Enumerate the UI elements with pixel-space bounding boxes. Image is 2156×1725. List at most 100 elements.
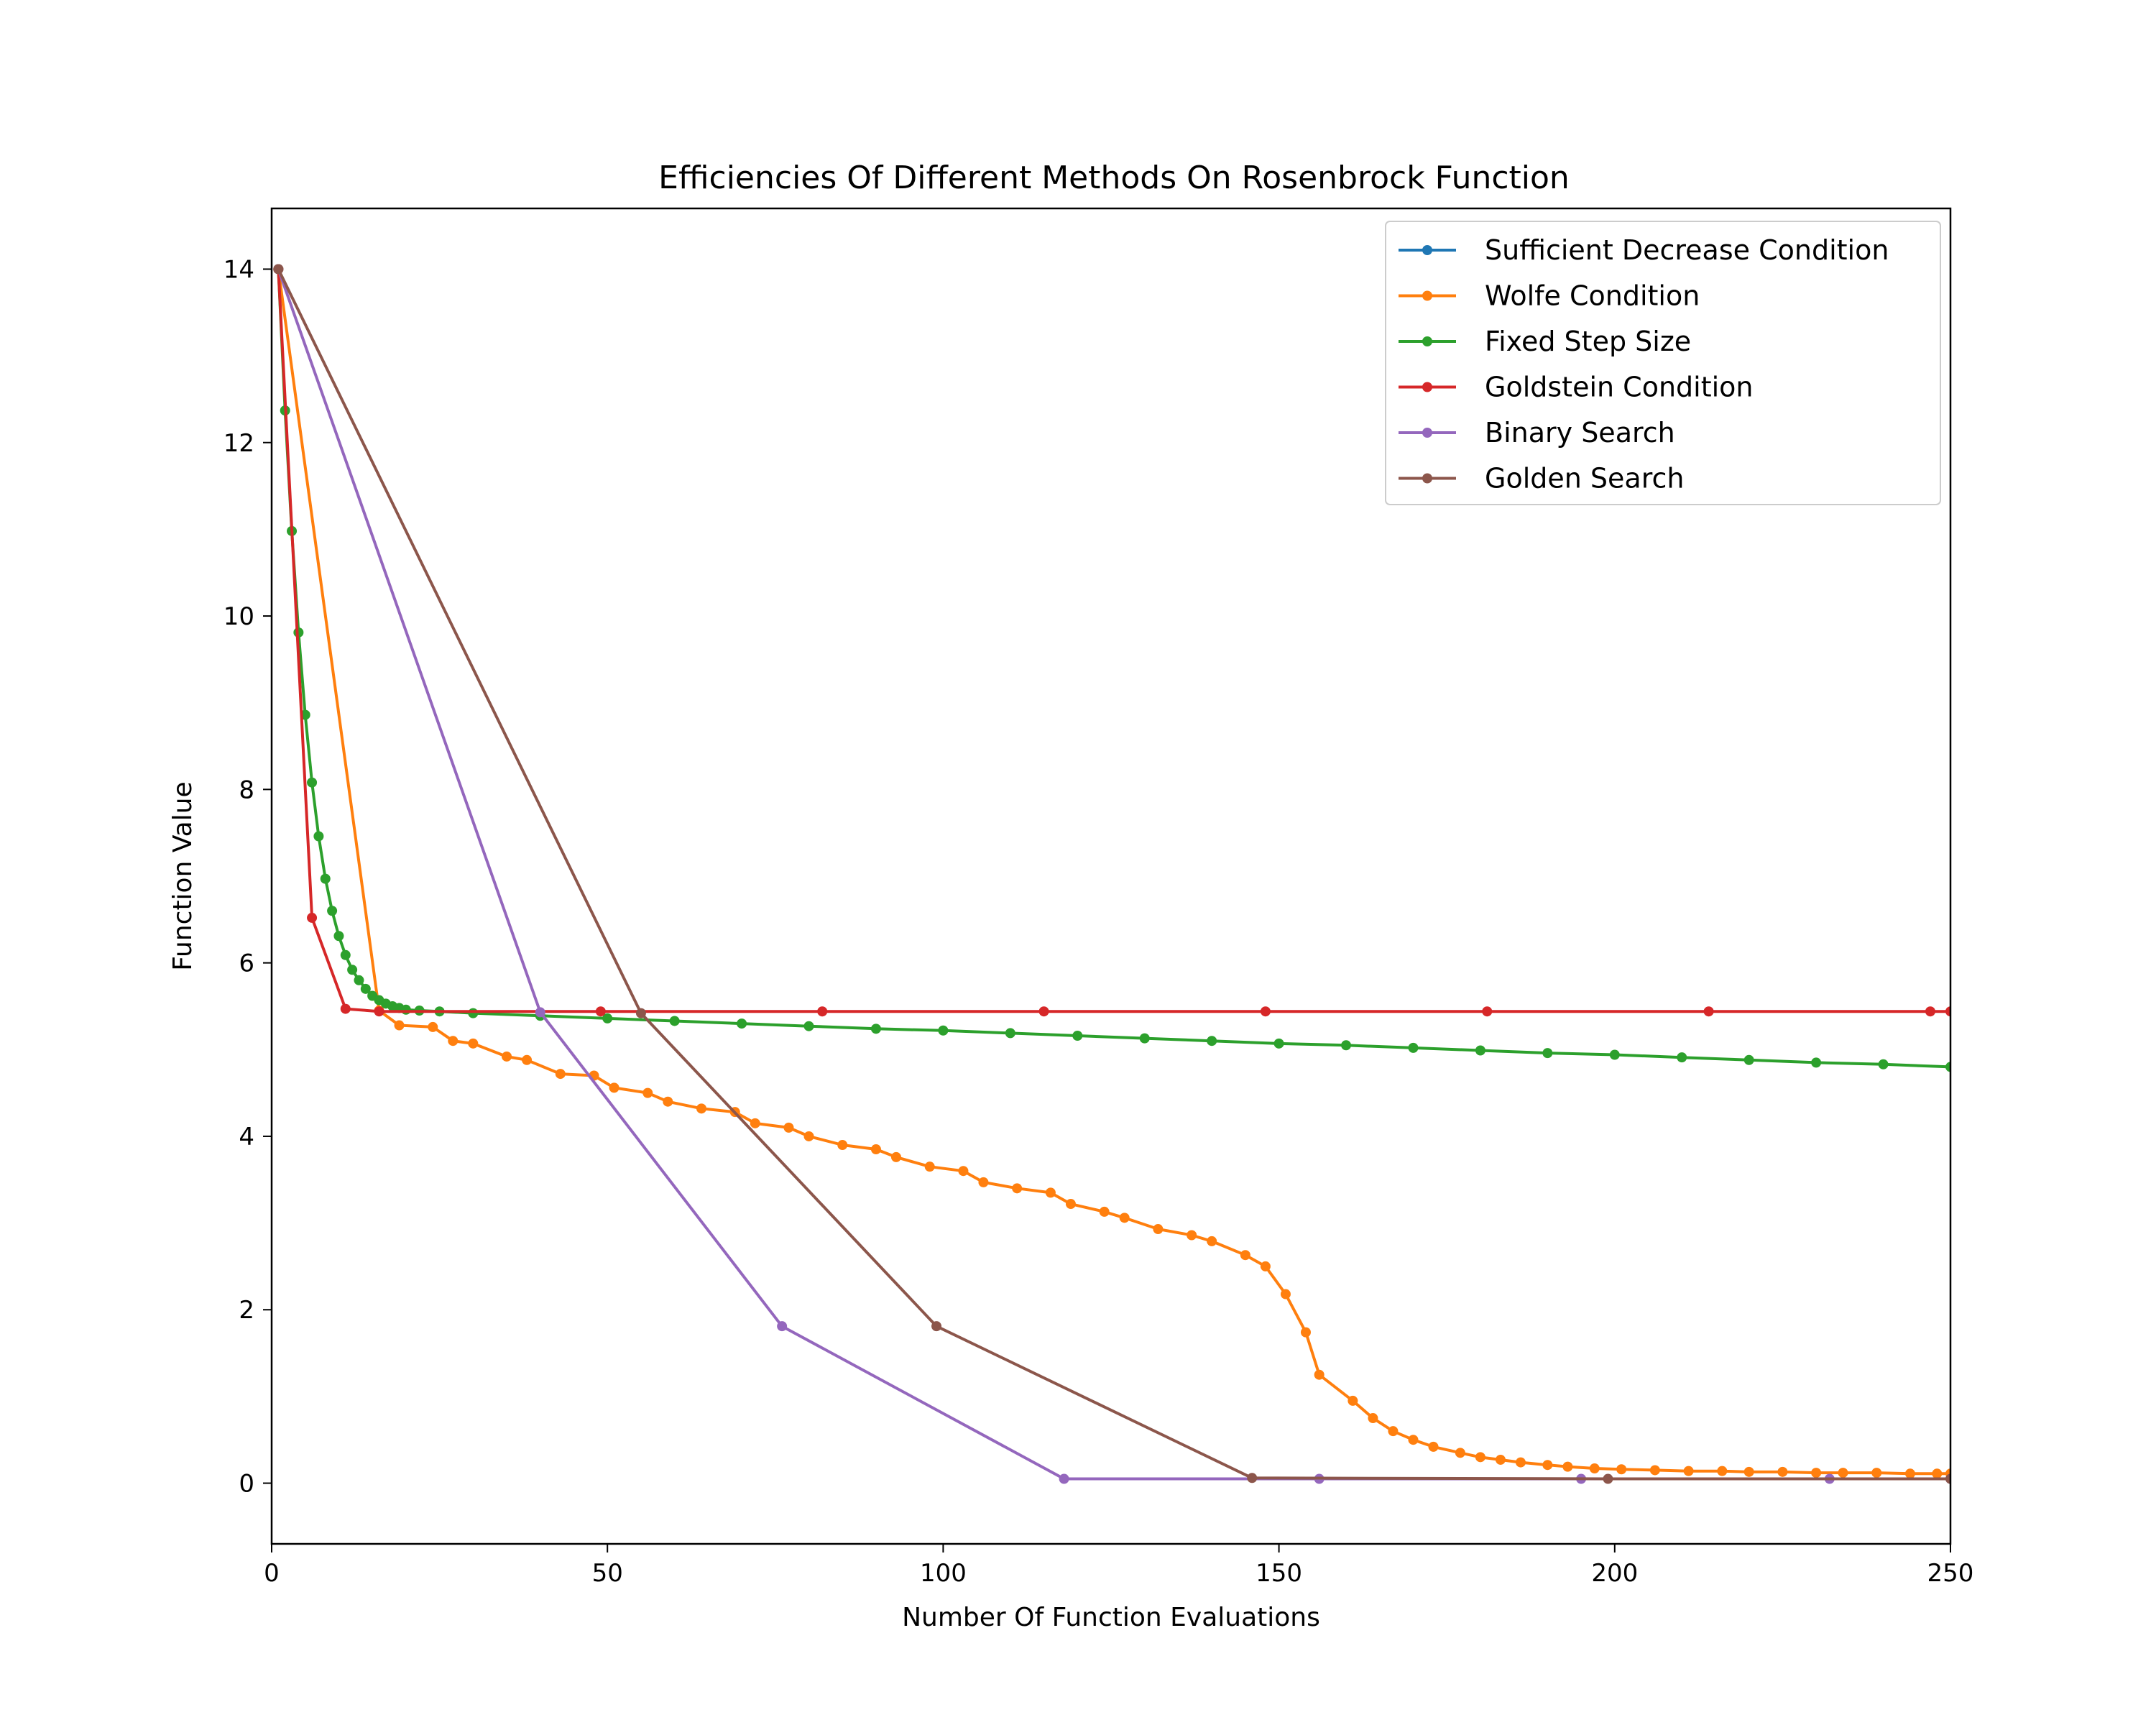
data-point [938, 1025, 949, 1036]
data-point [327, 906, 338, 916]
x-tick-label: 50 [592, 1559, 623, 1588]
data-point [669, 1016, 680, 1026]
legend-marker [1422, 473, 1432, 484]
data-point [1280, 1289, 1291, 1300]
legend-marker [1422, 290, 1432, 301]
data-point [1119, 1213, 1130, 1223]
data-point [1368, 1413, 1378, 1424]
x-tick-label: 200 [1591, 1559, 1638, 1588]
data-point [313, 831, 324, 842]
data-point [837, 1140, 848, 1151]
y-tick-label: 0 [239, 1470, 254, 1499]
data-point [1038, 1006, 1049, 1017]
data-point [924, 1162, 935, 1172]
data-point [1348, 1395, 1358, 1406]
series-group [273, 264, 1950, 1017]
data-point [394, 1020, 405, 1031]
legend-item: Golden Search [1399, 463, 1684, 494]
data-point [1542, 1048, 1553, 1059]
data-point [1300, 1327, 1311, 1338]
data-point [1153, 1224, 1164, 1235]
data-point [1589, 1463, 1600, 1474]
data-point [1408, 1435, 1419, 1445]
legend-label: Wolfe Condition [1485, 280, 1700, 312]
data-point [1717, 1466, 1728, 1476]
legend-label: Goldstein Condition [1485, 372, 1754, 403]
series-group [273, 264, 1950, 1484]
data-point [1475, 1452, 1485, 1463]
data-point [595, 1006, 606, 1017]
data-point [870, 1024, 881, 1034]
data-point [468, 1008, 479, 1018]
data-point [1428, 1441, 1439, 1452]
legend-item: Goldstein Condition [1399, 372, 1754, 403]
data-point [1012, 1183, 1023, 1194]
legend-label: Golden Search [1485, 463, 1684, 494]
data-point [777, 1321, 788, 1332]
data-point [663, 1096, 673, 1107]
data-point [1703, 1006, 1714, 1017]
data-point [1475, 1045, 1485, 1056]
legend: Sufficient Decrease Condition Wolfe Condi… [1385, 221, 1941, 505]
data-point [1904, 1468, 1915, 1479]
data-point [307, 912, 318, 923]
data-point [1139, 1033, 1150, 1044]
y-tick-label: 8 [239, 776, 254, 804]
legend-item: Sufficient Decrease Condition [1399, 234, 1889, 266]
y-tick-label: 14 [224, 255, 254, 284]
data-point [1683, 1466, 1694, 1476]
data-point [1273, 1038, 1284, 1049]
data-point [1925, 1006, 1935, 1017]
plot-area [270, 207, 1952, 1545]
data-point [333, 931, 344, 942]
data-point [1260, 1261, 1271, 1271]
data-point [448, 1036, 459, 1046]
data-point [1207, 1236, 1217, 1246]
data-point [1341, 1040, 1352, 1051]
data-point [1260, 1006, 1271, 1017]
data-point [1542, 1460, 1553, 1471]
data-point [635, 1008, 646, 1018]
data-point [1045, 1187, 1056, 1198]
data-point [1871, 1468, 1882, 1478]
data-point [1677, 1052, 1687, 1063]
data-point [642, 1087, 653, 1098]
data-point [428, 1021, 438, 1032]
data-point [340, 1003, 351, 1014]
data-point [1482, 1006, 1493, 1017]
legend-box [1385, 221, 1941, 505]
x-axis-label: Number Of Function Evaluations [902, 1603, 1320, 1632]
y-tick-label: 4 [239, 1123, 254, 1151]
data-point [1005, 1028, 1015, 1039]
data-point [783, 1122, 794, 1133]
data-point [340, 949, 351, 960]
data-point [320, 873, 331, 884]
data-point [354, 975, 364, 985]
legend-marker [1422, 336, 1432, 346]
data-point [696, 1103, 707, 1114]
x-tick-label: 0 [264, 1559, 280, 1588]
legend-item: Fixed Step Size [1399, 326, 1691, 357]
data-point [1495, 1454, 1506, 1465]
data-point [1616, 1464, 1627, 1475]
data-point [1455, 1448, 1465, 1458]
data-point [1515, 1457, 1526, 1468]
data-point [931, 1321, 942, 1332]
data-point [1945, 1062, 1950, 1072]
data-point [468, 1038, 479, 1049]
data-point [1777, 1466, 1788, 1477]
data-point [1743, 1054, 1754, 1065]
data-point [307, 777, 318, 788]
legend-label: Sufficient Decrease Condition [1485, 234, 1889, 266]
data-point [535, 1007, 545, 1018]
chart-title: Efficiencies Of Different Methods On Ros… [658, 160, 1570, 196]
data-point [1743, 1466, 1754, 1477]
data-point [1609, 1049, 1620, 1060]
data-point [870, 1144, 881, 1155]
data-point [1408, 1042, 1419, 1053]
data-point [374, 1006, 384, 1017]
data-point [803, 1021, 814, 1031]
data-point [1945, 1006, 1950, 1017]
data-point [1059, 1473, 1069, 1484]
